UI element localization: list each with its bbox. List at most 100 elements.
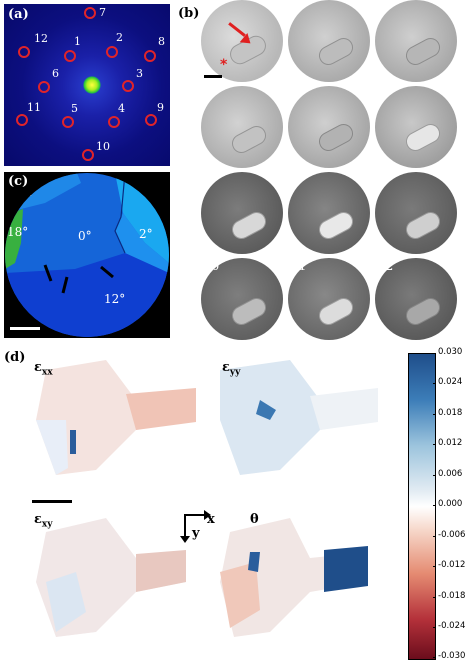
dark-field-image-9: 9	[375, 172, 457, 254]
panel-a-letter: (a)	[8, 7, 29, 22]
colorbar-tick-mark	[433, 597, 436, 598]
colorbar-tick-mark	[433, 505, 436, 506]
dark-field-image-10: 10	[201, 258, 283, 340]
y-axis-label: y	[192, 526, 200, 541]
feature-marker: *	[220, 57, 228, 73]
tile-number-11: 11	[291, 259, 307, 273]
tile-number-5: 5	[291, 87, 299, 101]
grain-angle-1: 12°	[17, 185, 39, 199]
strain-label-eyy: εyy	[222, 360, 241, 378]
spot-label-10: 10	[96, 140, 110, 153]
dark-field-image-11: 11	[288, 258, 370, 340]
grain-angle-3: 18°	[7, 225, 29, 239]
colorbar-tick-mark	[433, 383, 436, 384]
colorbar-tick-mark	[433, 627, 436, 628]
tile-number-8: 8	[291, 173, 299, 187]
tile-number-3: 3	[378, 1, 386, 15]
colorbar-tick-label: -0.024	[438, 621, 466, 631]
dark-field-image-1: * 1	[201, 0, 283, 82]
spot-ring-11	[16, 114, 28, 126]
dark-field-image-8: 8	[288, 172, 370, 254]
spot-label-3: 3	[136, 67, 143, 80]
tile-number-9: 9	[378, 173, 386, 187]
panel-b-letter: (b)	[178, 6, 200, 21]
dark-field-image-5: 5	[288, 86, 370, 168]
strain-map-exy-image	[36, 518, 186, 637]
orientation-map-panel: 12° 22° 18° 0° 2° 12° (c)	[4, 172, 170, 338]
colorbar-tick-mark	[433, 536, 436, 537]
colorbar-tick-label: 0.030	[438, 347, 463, 357]
grain-angle-4: 0°	[78, 229, 92, 243]
spot-ring-12	[18, 46, 30, 58]
tile-number-2: 2	[291, 1, 299, 15]
x-axis-arrow	[184, 514, 204, 516]
colorbar-tick-label: 0.024	[438, 377, 463, 387]
grain-angle-5: 2°	[139, 227, 153, 241]
grain-angle-6: 12°	[104, 292, 126, 306]
tile-number-12: 12	[378, 259, 394, 273]
dark-field-image-3: 3	[375, 0, 457, 82]
panel-c-letter: (c)	[8, 174, 29, 189]
y-axis-arrowhead	[180, 536, 190, 543]
colorbar-tick-mark	[433, 475, 436, 476]
dark-field-image-2: 2	[288, 0, 370, 82]
colorbar-tick-label: 0.006	[438, 469, 463, 479]
spot-label-7: 7	[99, 6, 106, 19]
spot-label-5: 5	[71, 102, 78, 115]
grain-angle-2: 22°	[137, 179, 159, 193]
strain-map-theta-image	[220, 518, 368, 637]
tile-number-10: 10	[204, 259, 220, 273]
diffraction-pattern-panel: (a) 7 12 1 2 8 6 3 11 5 4 9 10	[4, 4, 170, 166]
colorbar-tick-label: 0.012	[438, 438, 463, 448]
dark-field-image-6: 6	[375, 86, 457, 168]
spot-label-11: 11	[27, 101, 41, 114]
spot-label-6: 6	[52, 67, 59, 80]
scale-bar	[10, 327, 40, 330]
spot-ring-3	[122, 80, 134, 92]
spot-label-2: 2	[116, 31, 123, 44]
dark-field-image-grid: (b) * 1 2 3 4 5 6 7	[176, 0, 474, 345]
tile-number-4: 4	[204, 87, 212, 101]
strain-map-eyy-image	[220, 360, 378, 475]
central-beam-spot	[83, 76, 101, 94]
spot-label-9: 9	[157, 101, 164, 114]
tile-number-6: 6	[378, 87, 386, 101]
spot-ring-5	[62, 116, 74, 128]
x-axis-label: x	[207, 512, 215, 527]
spot-label-12: 12	[34, 32, 48, 45]
orientation-map-disc: 12° 22° 18° 0° 2° 12°	[5, 173, 169, 337]
colorbar	[408, 353, 436, 660]
colorbar-tick-label: -0.006	[438, 530, 466, 540]
spot-ring-8	[144, 50, 156, 62]
orientation-grain-map	[5, 173, 169, 337]
axes-indicator: x y	[180, 510, 220, 550]
y-axis-arrow	[184, 514, 186, 536]
strain-map-exx: εxx	[26, 360, 196, 490]
spot-ring-1	[64, 50, 76, 62]
tile-number-7: 7	[204, 173, 212, 187]
strain-label-exx: εxx	[34, 360, 53, 378]
x-axis-arrowhead	[204, 510, 211, 520]
colorbar-tick-label: -0.030	[438, 651, 466, 661]
panel-d-letter: (d)	[4, 350, 26, 365]
strain-map-theta: θ	[220, 512, 368, 652]
spot-label-4: 4	[118, 102, 125, 115]
colorbar-tick-mark	[433, 353, 436, 354]
strain-map-eyy: εyy	[200, 360, 378, 490]
spot-ring-9	[145, 114, 157, 126]
spot-ring-7	[84, 7, 96, 19]
spot-label-8: 8	[158, 35, 165, 48]
colorbar-tick-mark	[433, 566, 436, 567]
strain-label-theta: θ	[250, 512, 259, 527]
colorbar-tick-mark	[433, 657, 436, 658]
spot-ring-10	[82, 149, 94, 161]
colorbar-tick-label: -0.012	[438, 560, 466, 570]
spot-ring-4	[108, 116, 120, 128]
tile-number-1: 1	[204, 1, 212, 15]
dark-field-image-12: 12	[375, 258, 457, 340]
strain-map-exx-image	[36, 360, 196, 475]
colorbar-tick-label: -0.018	[438, 591, 466, 601]
colorbar-tick-mark	[433, 414, 436, 415]
dark-field-image-7: 7	[201, 172, 283, 254]
scale-bar	[204, 75, 222, 78]
